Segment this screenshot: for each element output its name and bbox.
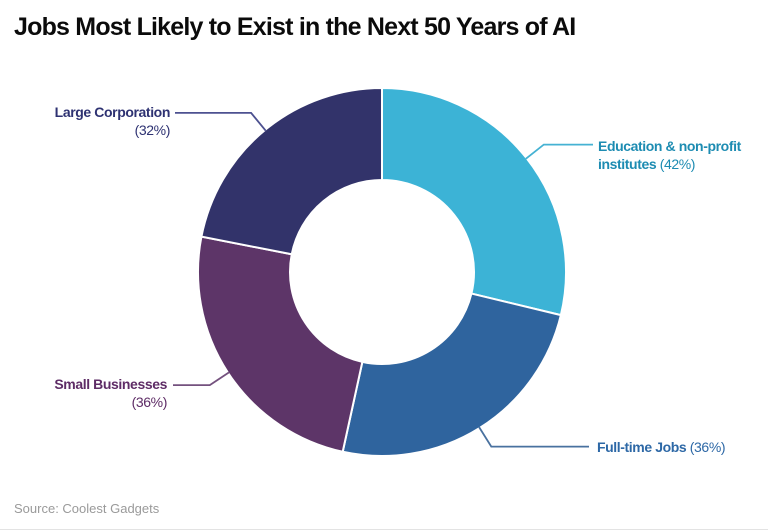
leader-large-corporation [175, 112, 267, 132]
callout-label-text: Full-time Jobs [597, 439, 687, 455]
callout-large-corporation: Large Corporation (32%) [54, 103, 171, 139]
callout-full-time-jobs: Full-time Jobs (36%) [597, 438, 726, 456]
callout-label-text: Education & non-profit [598, 138, 741, 154]
callout-percent-text: (32%) [134, 122, 171, 138]
slice-education-non-profit-institutes [381, 86, 567, 317]
leader-small-businesses [173, 371, 230, 387]
chart-title: Jobs Most Likely to Exist in the Next 50… [14, 13, 576, 41]
slice-small-businesses [197, 235, 364, 453]
callout-label-text: Small Businesses [54, 376, 167, 392]
callout-percent-text: (42%) [656, 156, 696, 172]
source-note: Source: Coolest Gadgets [14, 501, 160, 516]
slice-full-time-jobs [341, 292, 563, 457]
callout-education-non-profit-institutes: Education & non-profit institutes (42%) [598, 137, 741, 173]
callout-small-businesses: Small Businesses (36%) [54, 375, 167, 411]
callout-label-text: Large Corporation [54, 104, 171, 120]
callout-label-text: institutes [598, 156, 657, 172]
callout-percent-text: (36%) [131, 394, 168, 410]
leader-education-non-profit-institutes [525, 143, 593, 160]
slice-large-corporation [200, 86, 383, 256]
leader-full-time-jobs [478, 426, 589, 448]
callout-percent-text: (36%) [686, 439, 726, 455]
